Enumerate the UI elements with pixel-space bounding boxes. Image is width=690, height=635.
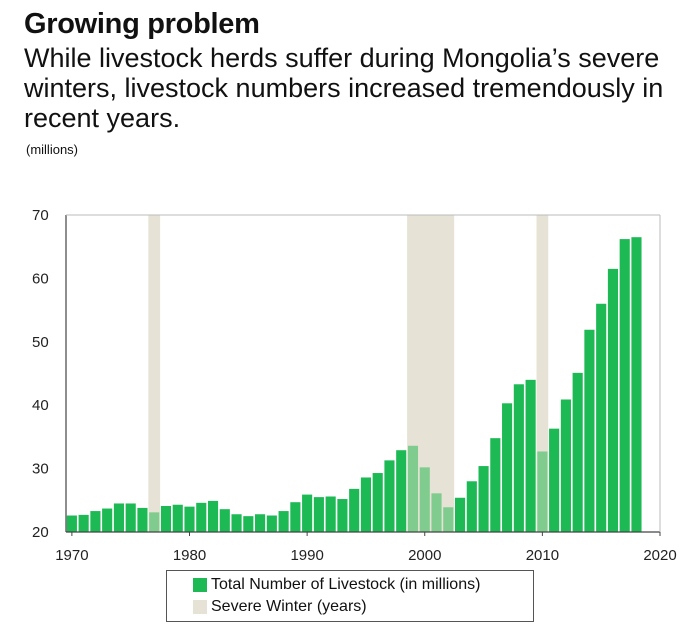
severe-winter-band-3	[536, 215, 549, 532]
chart-legend: Total Number of Livestock (in millions) …	[166, 570, 534, 622]
livestock-bars	[66, 237, 642, 533]
bar-1996	[372, 473, 383, 532]
x-tick-2010: 2010	[526, 547, 559, 564]
bar-1990	[302, 494, 313, 532]
bar-2013	[572, 372, 583, 532]
x-tick-1970: 1970	[55, 547, 88, 564]
bar-1986	[255, 514, 266, 532]
legend-label-severe-winter: Severe Winter (years)	[211, 598, 367, 615]
y-tick-labels: 20 30 40 50 60 70	[32, 207, 49, 541]
chart-subtitle: While livestock herds suffer during Mong…	[24, 43, 664, 133]
bar-2015	[596, 303, 607, 532]
bar-1979	[172, 504, 183, 532]
y-tick-70: 70	[32, 207, 49, 224]
bar-1985	[243, 516, 254, 532]
legend-swatch-severe-winter	[193, 600, 207, 614]
bar-2011	[549, 428, 560, 532]
units-label: (millions)	[26, 142, 78, 157]
bar-2016	[607, 268, 619, 532]
bar-1989	[290, 502, 301, 532]
bar-1998	[396, 450, 407, 532]
legend-label-livestock: Total Number of Livestock (in millions)	[211, 576, 481, 593]
bar-1972	[90, 511, 101, 532]
bar-2005	[478, 466, 489, 532]
bar-2014	[584, 329, 595, 532]
bar-2010	[537, 451, 548, 532]
y-tick-40: 40	[32, 397, 49, 414]
y-tick-50: 50	[32, 334, 49, 351]
x-tick-1980: 1980	[173, 547, 206, 564]
bar-2017	[619, 239, 630, 533]
bar-1984	[231, 514, 242, 532]
x-tick-2000: 2000	[408, 547, 441, 564]
y-tick-20: 20	[32, 524, 49, 541]
bar-2007	[502, 403, 513, 532]
bar-2000	[419, 467, 430, 532]
legend-item-severe-winter: Severe Winter (years)	[193, 598, 367, 616]
bar-1975	[125, 503, 136, 532]
bar-2003	[454, 497, 466, 532]
bar-2006	[490, 438, 501, 532]
bar-1981	[196, 502, 207, 532]
bar-1987	[266, 515, 277, 532]
chart-axes	[65, 214, 661, 533]
bar-1994	[349, 488, 360, 532]
legend-swatch-livestock	[193, 578, 207, 592]
bar-1976	[137, 507, 148, 532]
legend-item-livestock: Total Number of Livestock (in millions)	[193, 576, 480, 594]
x-tick-1990: 1990	[290, 547, 323, 564]
bar-1999	[407, 445, 419, 532]
bar-1978	[160, 506, 172, 532]
bar-1992	[325, 496, 336, 532]
bar-1991	[313, 497, 324, 532]
bar-2004	[466, 481, 477, 532]
bar-2002	[443, 507, 454, 532]
severe-winter-band-1	[148, 215, 161, 532]
bar-1997	[384, 460, 395, 532]
x-tick-2020: 2020	[643, 547, 676, 564]
bar-2012	[560, 399, 571, 532]
bar-1982	[207, 500, 219, 532]
bar-2008	[513, 384, 524, 532]
bar-1980	[184, 506, 195, 532]
chart-title: Growing problem	[24, 8, 260, 40]
bar-2018	[631, 237, 642, 532]
bar-2009	[525, 379, 536, 532]
bar-2001	[431, 493, 442, 532]
bar-1971	[78, 514, 89, 532]
bar-1993	[337, 499, 348, 532]
bar-1977	[149, 512, 160, 532]
bar-1983	[219, 509, 230, 532]
bar-1988	[278, 511, 289, 532]
bar-1970	[66, 515, 77, 532]
bar-1974	[113, 503, 124, 532]
y-tick-30: 30	[32, 461, 49, 478]
y-tick-60: 60	[32, 270, 49, 287]
bar-1973	[102, 508, 113, 532]
x-tick-labels: 1970 1980 1990 2000 2010 2020	[55, 532, 677, 564]
bar-1995	[360, 477, 371, 532]
